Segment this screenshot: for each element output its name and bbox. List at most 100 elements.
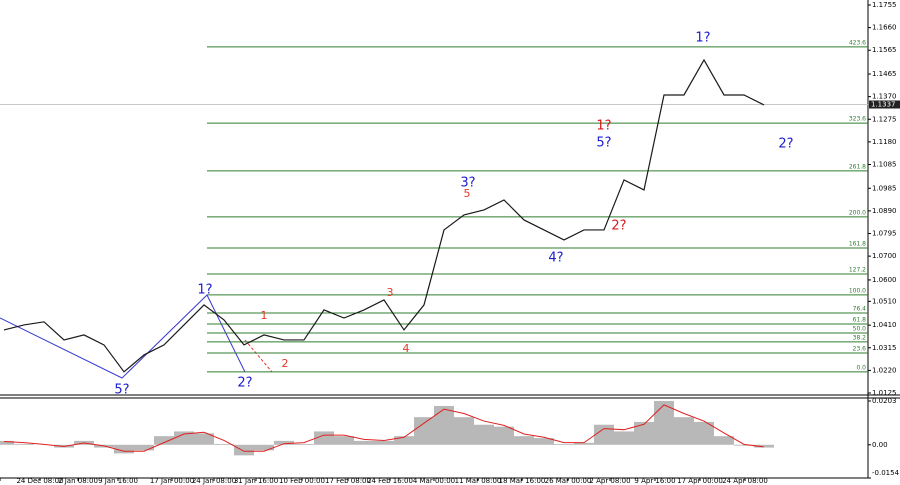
oscillator-bar <box>414 417 434 445</box>
oscillator-bar <box>234 444 254 456</box>
fib-label: 200.0 <box>849 209 866 216</box>
x-tick-label: 17 Feb 08:00 <box>325 477 371 485</box>
oscillator-bar <box>734 444 754 446</box>
y-tick-label: 1.1370 <box>872 93 897 101</box>
x-tick-label: 11 Mar 08:00 <box>455 477 502 485</box>
wave-label: 2 <box>282 357 289 370</box>
fib-label: 127.2 <box>849 266 866 273</box>
y-tick-label: 0.0203 <box>872 397 897 405</box>
oscillator-bar <box>654 401 674 445</box>
y-tick-label: 1.1465 <box>872 70 897 78</box>
oscillator-bar <box>554 443 574 445</box>
wave-label: 3? <box>460 176 475 191</box>
x-tick-label: 31 Jan 16:00 <box>234 477 278 485</box>
x-tick-label: 4 Mar 00:00 <box>413 477 455 485</box>
oscillator-bar <box>294 443 314 445</box>
x-tick-label: 9 Jan 16:00 <box>98 477 138 485</box>
x-tick-label: 9 Apr 16:00 <box>634 477 675 485</box>
fib-label: 38.2 <box>853 334 867 341</box>
y-tick-label: 1.0600 <box>872 276 897 284</box>
fib-label: 323.6 <box>849 116 866 123</box>
x-tick-label: 24 Feb 16:00 <box>367 477 413 485</box>
x-tick-label: 24 Dec 08:00 <box>16 477 63 485</box>
oscillator-bar <box>574 442 594 445</box>
fib-label: 423.6 <box>849 39 866 46</box>
y-tick-label: 1.1755 <box>872 1 897 9</box>
oscillator-bar <box>374 440 394 445</box>
y-tick-label: -0.0154 <box>872 469 900 477</box>
wave-label: 4? <box>548 251 563 266</box>
x-tick-label: 18 Mar 16:00 <box>499 477 546 485</box>
oscillator-bar <box>694 421 714 445</box>
oscillator-bar <box>174 431 194 445</box>
wave-label: 1? <box>596 119 611 134</box>
wave-label: 4 <box>403 342 410 355</box>
oscillator-bar <box>474 424 494 445</box>
x-tick-label: 26 Mar 00:00 <box>545 477 592 485</box>
x-tick-label: 2 Jan 08:00 <box>58 477 98 485</box>
oscillator-bar <box>594 424 614 445</box>
y-tick-label: 1.0510 <box>872 297 897 305</box>
fib-label: 23.6 <box>853 346 867 353</box>
y-tick-label: 1.0700 <box>872 252 897 260</box>
x-tick-label: 24 Apr 08:00 <box>722 477 768 485</box>
oscillator-bar <box>454 417 474 445</box>
oscillator-bar <box>714 436 734 445</box>
x-tick-label: 10 Feb 00:00 <box>279 477 325 485</box>
y-tick-label: 1.1180 <box>872 138 897 146</box>
fib-label: 161.8 <box>849 241 866 248</box>
fib-label: 261.8 <box>849 163 866 170</box>
wave-label: 5? <box>114 383 129 398</box>
oscillator-bar <box>214 443 234 445</box>
fib-label: 100.0 <box>849 287 866 294</box>
x-tick-label: 24 Jan 08:00 <box>192 477 236 485</box>
oscillator-bar <box>114 444 134 454</box>
wave-label: 1 <box>261 309 268 322</box>
wave-label: 1? <box>197 283 212 298</box>
y-tick-label: 1.0125 <box>872 389 897 397</box>
y-tick-label: 1.1660 <box>872 24 897 32</box>
wave-label: 2? <box>237 376 252 391</box>
wave-label: 3 <box>387 286 394 299</box>
wave-label: 5? <box>596 136 611 151</box>
x-tick-label: 17 Apr 00:00 <box>677 477 723 485</box>
oscillator-bar <box>274 440 294 445</box>
y-tick-label: 1.0410 <box>872 321 897 329</box>
wave-line-dashed <box>244 339 273 373</box>
oscillator-bar <box>434 405 454 445</box>
oscillator-bar <box>534 438 554 445</box>
wave-label: 2? <box>611 219 626 234</box>
current-price-label: 1.1337 <box>871 100 896 108</box>
oscillator-bar <box>674 417 694 445</box>
oscillator-bar <box>134 444 154 451</box>
wave-label: 2? <box>778 137 793 152</box>
oscillator-bar <box>354 440 374 445</box>
y-tick-label: 1.0985 <box>872 184 897 192</box>
wave-label: 1? <box>695 31 710 46</box>
y-tick-label: 1.0220 <box>872 366 897 374</box>
signal-line <box>3 404 765 452</box>
y-tick-label: 1.1275 <box>872 115 897 123</box>
oscillator-bar <box>514 436 534 445</box>
current-price-box <box>869 100 900 109</box>
y-tick-label: 1.0315 <box>872 344 897 352</box>
y-tick-label: 1.0890 <box>872 207 897 215</box>
y-tick-label: 0.00 <box>872 441 888 449</box>
oscillator-bar <box>494 426 514 445</box>
oscillator-bar <box>154 436 174 445</box>
wave-label: 5 <box>464 187 471 200</box>
y-tick-label: 1.1565 <box>872 46 897 54</box>
y-tick-label: 1.0795 <box>872 230 897 238</box>
oscillator-bar <box>194 433 214 445</box>
oscillator-bar <box>254 444 274 451</box>
x-tick-label: 2 Apr 08:00 <box>589 477 630 485</box>
x-tick-label: 17 Jan 00:00 <box>150 477 194 485</box>
fib-label: 76.4 <box>853 306 867 313</box>
price-line <box>3 58 765 373</box>
oscillator-bar <box>614 431 634 445</box>
oscillator-bar <box>634 421 654 445</box>
oscillator-bar <box>14 443 34 445</box>
fib-label: 61.8 <box>853 316 867 323</box>
